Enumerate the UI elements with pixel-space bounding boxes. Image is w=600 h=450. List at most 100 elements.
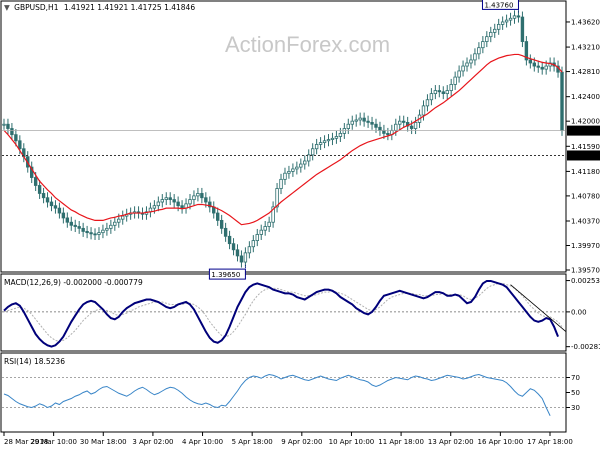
time-tick-label: 5 Apr 18:00	[232, 438, 273, 446]
candle-body	[231, 243, 236, 251]
candle-body	[413, 122, 418, 129]
candle-body	[469, 59, 473, 64]
candle-body	[540, 66, 544, 70]
candle-body	[223, 227, 228, 237]
symbol-label: GBPUSD,H1	[14, 3, 59, 12]
price-tick-label: 1.41590	[571, 143, 600, 151]
candle-body	[350, 120, 354, 125]
candle-body	[192, 195, 196, 200]
macd-main-line	[3, 279, 559, 348]
time-tick-label: 30 Mar 18:00	[80, 438, 127, 446]
candle-body	[461, 65, 465, 72]
candle-body	[441, 91, 445, 95]
candle-body	[560, 71, 564, 131]
candle-body	[465, 62, 469, 67]
candle-body	[275, 188, 279, 208]
price-tick-label: 1.42000	[571, 118, 600, 126]
candle-body	[453, 76, 457, 85]
candle-body	[251, 240, 256, 248]
candle-body	[310, 148, 315, 156]
candle-body	[255, 234, 259, 242]
moving-average-line	[3, 53, 563, 226]
candle-body	[493, 28, 497, 33]
macd-pane	[0, 273, 567, 352]
candle-body	[362, 117, 366, 122]
candle-body	[160, 199, 164, 203]
candle-body	[18, 140, 22, 150]
candle-body	[409, 125, 414, 129]
price-tick-label: 1.39970	[571, 242, 600, 250]
candle-body	[520, 16, 525, 42]
candle-body	[117, 218, 121, 223]
candle-body	[307, 154, 311, 162]
candle-body	[291, 168, 295, 172]
candle-body	[152, 205, 157, 209]
current-price-box	[567, 125, 600, 136]
candle-body	[156, 201, 161, 207]
macd-tick-label: -0.002812	[571, 343, 600, 351]
candle-body	[532, 62, 536, 67]
candle-body	[65, 217, 70, 223]
candle-body	[6, 123, 10, 129]
candle-body	[263, 226, 267, 231]
candlestick-series	[2, 10, 564, 268]
price-tick-label: 1.40780	[571, 192, 600, 200]
candle-body	[172, 199, 176, 203]
candle-body	[2, 123, 6, 126]
candle-body	[121, 215, 125, 220]
time-tick-label: 11 Apr 18:00	[378, 438, 424, 446]
price-axis: 1.43620 1.43210 1.42810 1.42400 1.42000 1.415…	[566, 18, 600, 275]
candle-body	[402, 120, 406, 123]
candle-body	[299, 163, 303, 168]
annotation-box	[481, 0, 519, 10]
candle-body	[370, 122, 374, 125]
candle-body	[204, 197, 208, 203]
candle-body	[283, 172, 287, 180]
candle-body	[57, 207, 62, 214]
candle-body	[489, 31, 493, 38]
candle-body	[89, 232, 93, 235]
candle-body	[41, 193, 46, 199]
price-tick-label: 1.41180	[571, 168, 600, 176]
candle-body	[445, 90, 449, 95]
candle-body	[168, 197, 172, 200]
candle-body	[53, 205, 58, 209]
candle-body	[61, 212, 66, 219]
candle-body	[227, 235, 232, 245]
macd-tick-label: 0.00	[571, 308, 587, 316]
rsi-polyline	[3, 373, 551, 416]
candle-body	[457, 70, 461, 78]
candle-body	[354, 119, 358, 122]
time-tick-label: 13 Apr 02:00	[428, 438, 474, 446]
candle-body	[73, 224, 77, 227]
ma-polyline	[3, 53, 563, 226]
candle-body	[113, 221, 117, 226]
candle-body	[524, 41, 529, 61]
candle-body	[398, 120, 402, 125]
macd-lines: 0.00253 0.00 -0.002812	[2, 277, 600, 351]
candle-body	[33, 177, 38, 186]
candle-body	[429, 93, 434, 101]
candle-body	[109, 224, 113, 229]
time-tick-label: 10 Apr 10:00	[329, 438, 375, 446]
level-price-box	[567, 150, 600, 161]
candle-body	[374, 123, 378, 128]
candle-body	[235, 249, 240, 257]
candle-body	[473, 53, 477, 61]
annotation-box	[208, 268, 246, 280]
rsi-line: 70 50 30	[2, 373, 580, 416]
candle-body	[378, 126, 382, 131]
price-pane	[0, 0, 567, 273]
candle-body	[208, 201, 212, 208]
candle-body	[259, 229, 263, 235]
candle-body	[69, 221, 73, 226]
collapse-triangle-icon: ▼	[4, 3, 10, 12]
candle-body	[338, 133, 343, 137]
candle-body	[500, 21, 505, 25]
candle-body	[295, 166, 299, 170]
candle-body	[433, 90, 438, 95]
time-tick-label: 3 Apr 02:00	[132, 438, 173, 446]
candle-body	[303, 160, 307, 165]
